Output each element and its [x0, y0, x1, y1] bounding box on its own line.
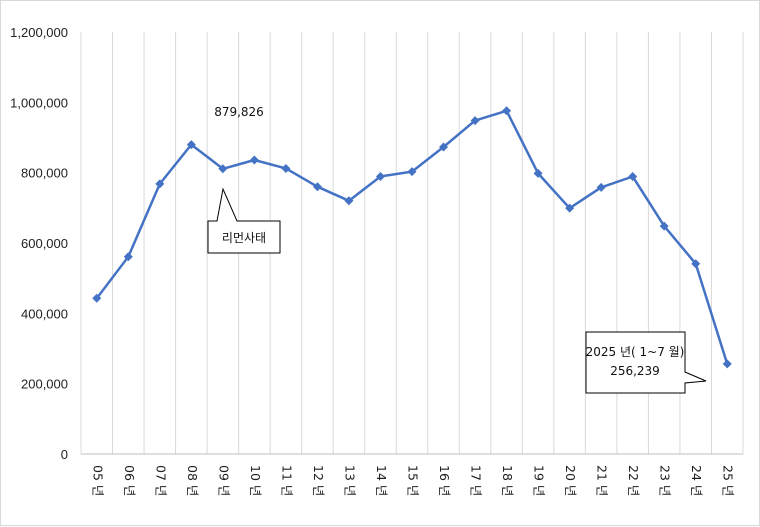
x-tick-label: 06 년 — [122, 465, 137, 496]
data-point — [123, 252, 133, 262]
x-tick-label: 19 년 — [532, 465, 547, 496]
data-point — [470, 116, 480, 126]
x-tick-label: 15 년 — [406, 465, 421, 496]
x-tick-label: 11 년 — [279, 465, 294, 496]
series-markers — [92, 106, 732, 369]
x-tick-label: 20 년 — [563, 465, 578, 496]
x-tick-label: 17 년 — [469, 465, 484, 496]
data-point — [155, 179, 165, 189]
y-tick-label: 1,200,000 — [10, 25, 68, 40]
x-tick-label: 24 년 — [689, 465, 704, 496]
y-tick-label: 800,000 — [21, 166, 68, 181]
y-tick-label: 600,000 — [21, 236, 68, 251]
data-point — [502, 106, 512, 116]
x-tick-label: 18 년 — [500, 465, 515, 496]
data-point — [691, 259, 701, 269]
data-point — [281, 163, 291, 173]
data-point — [407, 167, 417, 177]
event-callout-label: 리먼사태 — [222, 231, 266, 245]
latest-callout: 2025 년( 1~7 월) 256,239 — [585, 331, 707, 394]
x-tick-label: 10 년 — [248, 465, 263, 496]
x-tick-label: 05 년 — [90, 465, 105, 496]
x-tick-label: 21 년 — [595, 465, 610, 496]
data-point — [186, 140, 196, 150]
x-tick-label: 07 년 — [153, 465, 168, 496]
peak-value-label: 879,826 — [214, 105, 264, 119]
data-point — [533, 168, 543, 178]
x-tick-label: 08 년 — [185, 465, 200, 496]
data-point — [218, 164, 228, 174]
x-axis: 05 년 06 년 07 년 08 년 09 년 10 년 11 년 12 년 13 년 14 년… — [90, 465, 735, 496]
data-point — [344, 196, 354, 206]
data-point — [312, 182, 322, 192]
data-point — [375, 172, 385, 182]
x-tick-label: 09 년 — [216, 465, 231, 496]
x-tick-label: 16 년 — [437, 465, 452, 496]
data-point — [92, 293, 102, 303]
data-point — [659, 221, 669, 231]
data-point — [596, 182, 606, 192]
y-tick-label: 200,000 — [21, 377, 68, 392]
latest-callout-box — [585, 331, 707, 394]
data-point — [722, 359, 732, 369]
x-tick-label: 25 년 — [721, 465, 736, 496]
y-tick-label: 1,000,000 — [10, 95, 68, 110]
event-callout: 리먼사태 — [207, 187, 281, 254]
latest-callout-line1: 2025 년( 1~7 월) — [586, 345, 685, 359]
grid-lines — [80, 32, 744, 455]
x-tick-label: 13 년 — [342, 465, 357, 496]
event-callout-box — [207, 187, 281, 254]
data-point — [565, 203, 575, 213]
y-tick-label: 400,000 — [21, 306, 68, 321]
y-tick-label: 0 — [61, 447, 68, 462]
x-tick-label: 14 년 — [374, 465, 389, 496]
x-tick-label: 23 년 — [658, 465, 673, 496]
data-point — [249, 155, 259, 165]
y-axis: 0 200,000 400,000 600,000 800,000 1,000,000 1,… — [10, 25, 68, 462]
data-point — [439, 142, 449, 152]
latest-callout-line2: 256,239 — [610, 364, 660, 378]
x-tick-label: 12 년 — [311, 465, 326, 496]
x-tick-label: 22 년 — [626, 465, 641, 496]
data-point — [628, 172, 638, 182]
